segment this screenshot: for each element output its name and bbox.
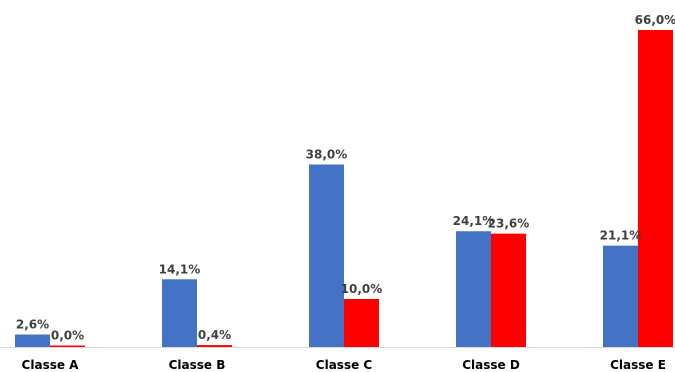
- data-label-blue-classe-e: 21,1%: [600, 229, 642, 243]
- bars-layer: [15, 30, 673, 347]
- x-tick-label-classe-a: Classe A: [22, 358, 80, 372]
- x-tick-labels-layer: Classe A Classe B Classe C Classe D Classe E: [22, 358, 666, 372]
- bar-red-classe-c: [344, 298, 379, 347]
- bar-blue-classe-c: [309, 164, 344, 347]
- data-label-blue-classe-d: 24,1%: [453, 214, 495, 228]
- bar-red-classe-b: [197, 345, 232, 347]
- bar-red-classe-d: [491, 233, 526, 347]
- bar-red-classe-e: [638, 30, 673, 347]
- data-label-blue-classe-c: 38,0%: [306, 147, 348, 161]
- data-label-red-classe-b: 0,4%: [198, 328, 231, 342]
- bar-blue-classe-a: [15, 334, 50, 347]
- x-tick-label-classe-d: Classe D: [462, 358, 520, 372]
- bar-blue-classe-d: [456, 231, 491, 347]
- data-label-red-classe-d: 23,6%: [488, 217, 530, 231]
- data-label-red-classe-a: 0,0%: [51, 329, 84, 343]
- data-label-red-classe-c: 10,0%: [341, 282, 383, 296]
- data-label-blue-classe-b: 14,1%: [159, 262, 201, 276]
- bar-blue-classe-e: [603, 245, 638, 347]
- x-tick-label-classe-c: Classe C: [316, 358, 373, 372]
- data-label-red-classe-e: 66,0%: [635, 13, 675, 27]
- x-tick-label-classe-b: Classe B: [169, 358, 226, 372]
- bar-red-classe-a: [50, 345, 85, 347]
- bar-blue-classe-b: [162, 279, 197, 347]
- data-labels-layer: 2,6%0,0% 14,1% 0,4% 38,0% 10,0% 24,1%23,6% 21,…: [16, 13, 675, 343]
- x-tick-label-classe-e: Classe E: [610, 358, 666, 372]
- data-label-blue-classe-a: 2,6%: [16, 318, 49, 332]
